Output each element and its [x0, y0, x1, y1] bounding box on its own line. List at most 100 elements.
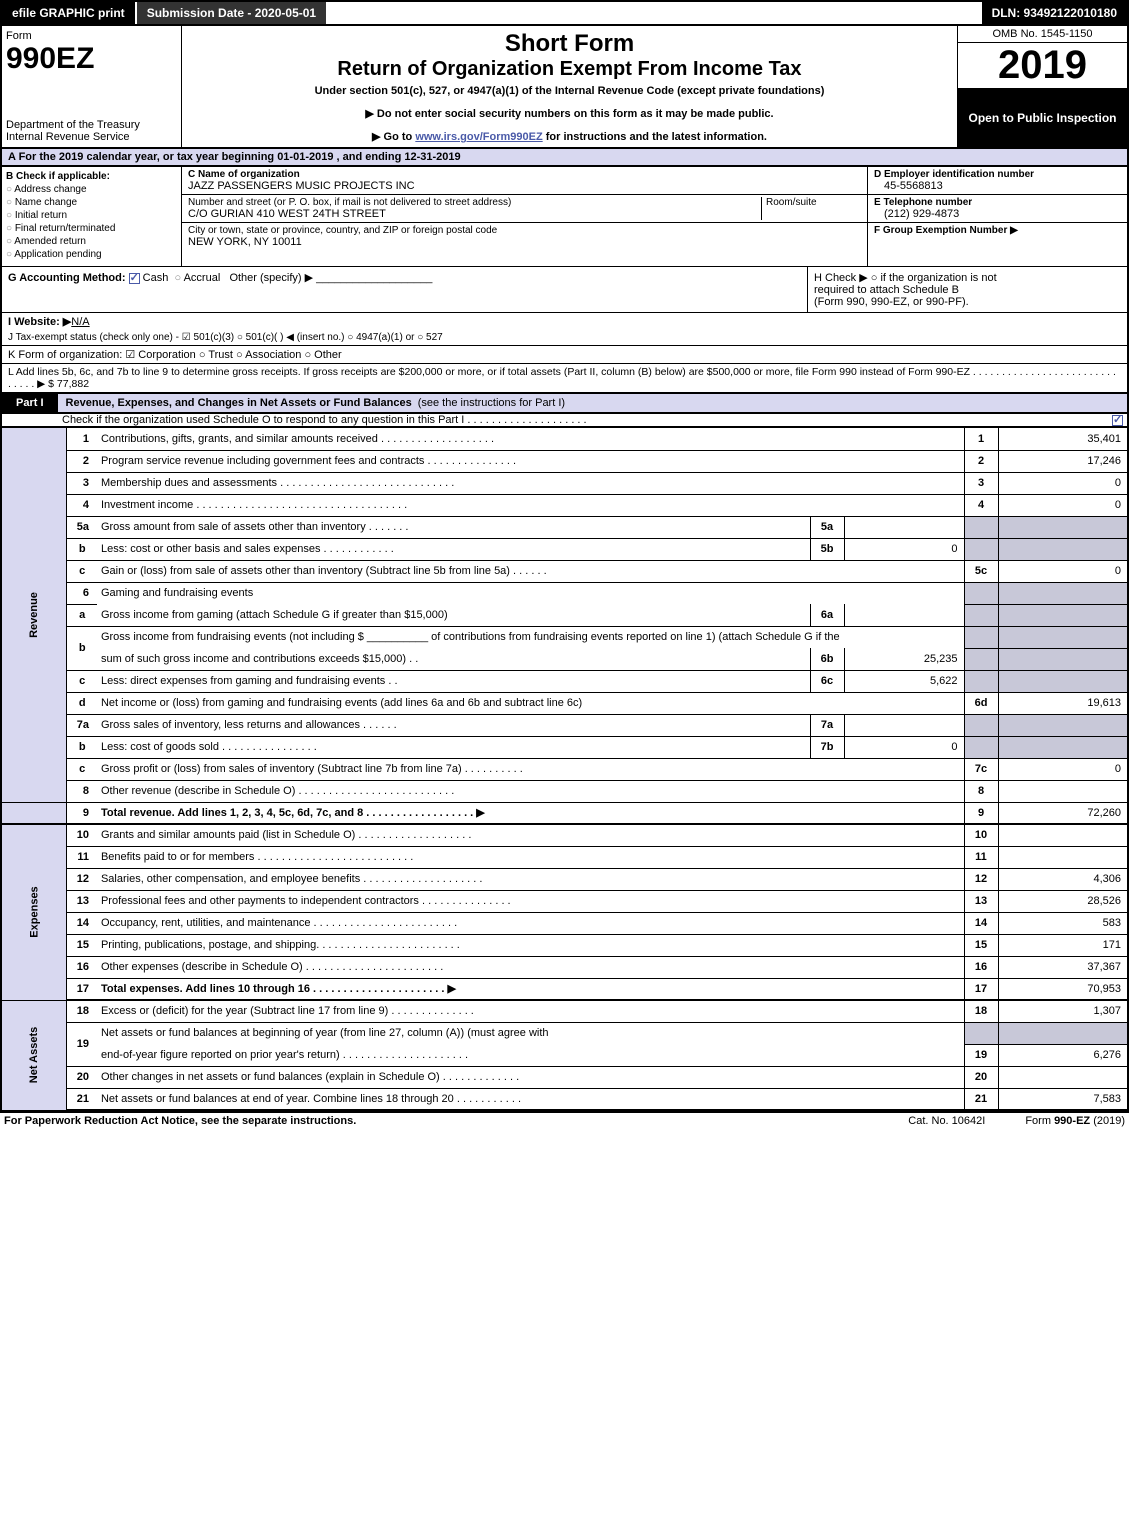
desc-10: Grants and similar amounts paid (list in… — [97, 824, 964, 846]
col-d-ein-tel: D Employer identification number 45-5568… — [867, 167, 1127, 266]
desc-7b: Less: cost of goods sold . . . . . . . .… — [97, 736, 810, 758]
val-5c: 0 — [998, 560, 1128, 582]
box-12: 12 — [964, 868, 998, 890]
sv-5b: 0 — [844, 538, 964, 560]
desc-6d: Net income or (loss) from gaming and fun… — [97, 692, 964, 714]
desc-6: Gaming and fundraising events — [97, 582, 964, 604]
val-5a-grey — [998, 516, 1128, 538]
chk-name-change[interactable]: Name change — [6, 197, 177, 208]
open-to-public: Open to Public Inspection — [958, 88, 1127, 147]
group-exemption-block: F Group Exemption Number ▶ — [868, 223, 1127, 238]
title-return: Return of Organization Exempt From Incom… — [186, 58, 953, 81]
box-6-grey — [964, 582, 998, 604]
ln-5b: b — [67, 538, 97, 560]
tel-value: (212) 929-4873 — [874, 208, 1121, 220]
sub-7b: 7b — [810, 736, 844, 758]
ln-11: 11 — [67, 846, 97, 868]
box-17: 17 — [964, 978, 998, 1000]
desc-11: Benefits paid to or for members . . . . … — [97, 846, 964, 868]
chk-initial-return[interactable]: Initial return — [6, 210, 177, 221]
val-13: 28,526 — [998, 890, 1128, 912]
top-bar: efile GRAPHIC print Submission Date - 20… — [0, 0, 1129, 26]
dept-irs: Internal Revenue Service — [6, 131, 177, 143]
ln-8: 8 — [67, 780, 97, 802]
ln-19: 19 — [67, 1022, 97, 1066]
val-16: 37,367 — [998, 956, 1128, 978]
desc-8: Other revenue (describe in Schedule O) .… — [97, 780, 964, 802]
val-4: 0 — [998, 494, 1128, 516]
box-6d: 6d — [964, 692, 998, 714]
desc-6a: Gross income from gaming (attach Schedul… — [97, 604, 810, 626]
val-6a-grey — [998, 604, 1128, 626]
box-9: 9 — [964, 802, 998, 824]
desc-9: Total revenue. Add lines 1, 2, 3, 4, 5c,… — [97, 802, 964, 824]
org-name-block: C Name of organization JAZZ PASSENGERS M… — [182, 167, 867, 195]
ln-7b: b — [67, 736, 97, 758]
ln-6b: b — [67, 626, 97, 670]
footer-form-no: Form 990-EZ (2019) — [1025, 1115, 1125, 1127]
desc-5c: Gain or (loss) from sale of assets other… — [97, 560, 964, 582]
ln-7c: c — [67, 758, 97, 780]
col-c-org-info: C Name of organization JAZZ PASSENGERS M… — [182, 167, 867, 266]
desc-18: Excess or (deficit) for the year (Subtra… — [97, 1000, 964, 1022]
website-value: N/A — [71, 316, 89, 328]
val-8 — [998, 780, 1128, 802]
desc-19-2: end-of-year figure reported on prior yea… — [97, 1044, 964, 1066]
chk-amended-return[interactable]: Amended return — [6, 236, 177, 247]
chk-final-return[interactable]: Final return/terminated — [6, 223, 177, 234]
val-6b-grey1 — [998, 626, 1128, 648]
val-11 — [998, 846, 1128, 868]
org-address-block: Number and street (or P. O. box, if mail… — [182, 195, 867, 223]
desc-14: Occupancy, rent, utilities, and maintena… — [97, 912, 964, 934]
header-left: Form 990EZ Department of the Treasury In… — [2, 26, 182, 147]
box-14: 14 — [964, 912, 998, 934]
box-7b-grey — [964, 736, 998, 758]
goto-post: for instructions and the latest informat… — [543, 131, 767, 143]
group-exemption-label: F Group Exemption Number ▶ — [874, 225, 1121, 236]
sub-7a: 7a — [810, 714, 844, 736]
chk-address-change[interactable]: Address change — [6, 184, 177, 195]
sec-net-assets: Net Assets — [1, 1000, 67, 1110]
box-3: 3 — [964, 472, 998, 494]
ein-value: 45-5568813 — [874, 180, 1121, 192]
ln-5a: 5a — [67, 516, 97, 538]
desc-17: Total expenses. Add lines 10 through 16 … — [97, 978, 964, 1000]
desc-15: Printing, publications, postage, and shi… — [97, 934, 964, 956]
part1-desc: (see the instructions for Part I) — [418, 397, 565, 409]
desc-6b-1: Gross income from fundraising events (no… — [97, 626, 964, 648]
row-i-website: I Website: ▶N/A — [0, 312, 1129, 330]
val-7a-grey — [998, 714, 1128, 736]
sv-6c: 5,622 — [844, 670, 964, 692]
val-6d: 19,613 — [998, 692, 1128, 714]
header-right: OMB No. 1545-1150 2019 Open to Public In… — [957, 26, 1127, 147]
dln-label: DLN: 93492122010180 — [982, 2, 1127, 24]
chk-cash[interactable] — [129, 273, 140, 284]
org-name: JAZZ PASSENGERS MUSIC PROJECTS INC — [188, 180, 861, 192]
part1-title: Revenue, Expenses, and Changes in Net As… — [66, 397, 412, 409]
cash-label: Cash — [143, 272, 169, 284]
row-l-gross-receipts: L Add lines 5b, 6c, and 7b to line 9 to … — [0, 363, 1129, 394]
chk-application-pending[interactable]: Application pending — [6, 249, 177, 260]
irs-link[interactable]: www.irs.gov/Form990EZ — [415, 131, 542, 143]
desc-1: Contributions, gifts, grants, and simila… — [97, 428, 964, 450]
box-7c: 7c — [964, 758, 998, 780]
part1-checkbox[interactable] — [1112, 415, 1123, 426]
tax-year: 2019 — [958, 43, 1127, 88]
box-10: 10 — [964, 824, 998, 846]
org-city-block: City or town, state or province, country… — [182, 223, 867, 250]
box-2: 2 — [964, 450, 998, 472]
ln-21: 21 — [67, 1088, 97, 1110]
part1-check-text: Check if the organization used Schedule … — [62, 414, 587, 426]
part1-check-note: Check if the organization used Schedule … — [0, 414, 1129, 428]
chk-accrual[interactable]: ○ — [174, 272, 181, 284]
g-label: G Accounting Method: — [8, 272, 126, 284]
box-19-grey — [964, 1022, 998, 1044]
row-a-tax-year: A For the 2019 calendar year, or tax yea… — [0, 149, 1129, 167]
website-label: I Website: ▶ — [8, 316, 71, 328]
ln-7a: 7a — [67, 714, 97, 736]
sv-6a — [844, 604, 964, 626]
box-21: 21 — [964, 1088, 998, 1110]
val-7b-grey — [998, 736, 1128, 758]
box-1: 1 — [964, 428, 998, 450]
efile-print-button[interactable]: efile GRAPHIC print — [2, 2, 137, 24]
